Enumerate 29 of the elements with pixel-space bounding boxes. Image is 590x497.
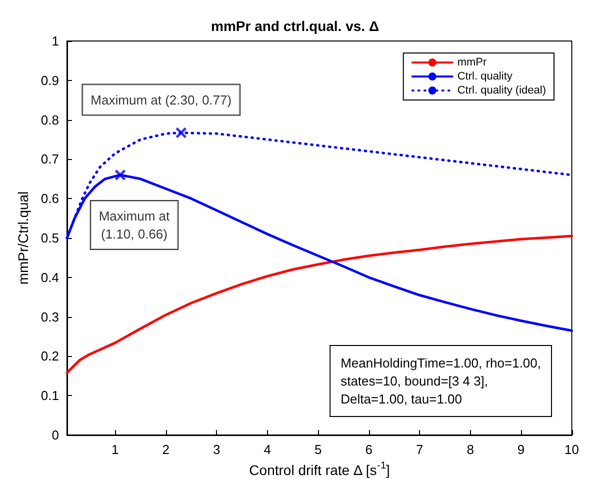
y-tick-label: 0.3	[40, 309, 59, 324]
y-tick-label: 0.5	[40, 230, 59, 246]
x-tick-label: 9	[517, 442, 525, 457]
annotation: Maximum at (1.10, 0.66)	[98, 208, 170, 242]
annotation: MeanHoldingTime=1.00, rho=1.00, states=10, bound=[3 4 3], Delta=1.00, tau=1.00	[340, 356, 541, 406]
y-tick-label: 0.7	[40, 152, 59, 167]
x-tick-label: 7	[416, 442, 424, 457]
chart-title: mmPr and ctrl.qual. vs. Δ	[211, 18, 379, 34]
annotation: Maximum at (2.30, 0.77)	[90, 92, 232, 108]
legend-label: Ctrl. quality (ideal)	[457, 84, 546, 96]
y-tick-label: 0.9	[40, 72, 59, 88]
y-tick-label: 0	[52, 428, 59, 442]
y-tick-label: 0.1	[40, 388, 59, 404]
legend-label: mmPr	[457, 56, 488, 68]
x-tick-label: 6	[365, 442, 372, 457]
x-tick-label: 8	[466, 442, 474, 457]
x-tick-label: 1	[112, 442, 119, 457]
x-tick-label: 10	[564, 442, 580, 457]
y-tick-label: 1	[52, 34, 59, 48]
y-tick-label: 0.2	[40, 348, 59, 364]
y-tick-label: 0.6	[40, 191, 59, 206]
x-tick-label: 4	[264, 442, 271, 457]
x-tick-label: 2	[162, 442, 170, 457]
y-tick-label: 0.8	[40, 112, 59, 128]
y-tick-label: 0.4	[40, 270, 59, 285]
x-tick-label: 3	[213, 442, 220, 457]
y-axis-title: mmPr/Ctrl.qual	[15, 191, 31, 285]
x-tick-label: 5	[314, 442, 322, 457]
legend-label: Ctrl. quality	[457, 70, 513, 82]
